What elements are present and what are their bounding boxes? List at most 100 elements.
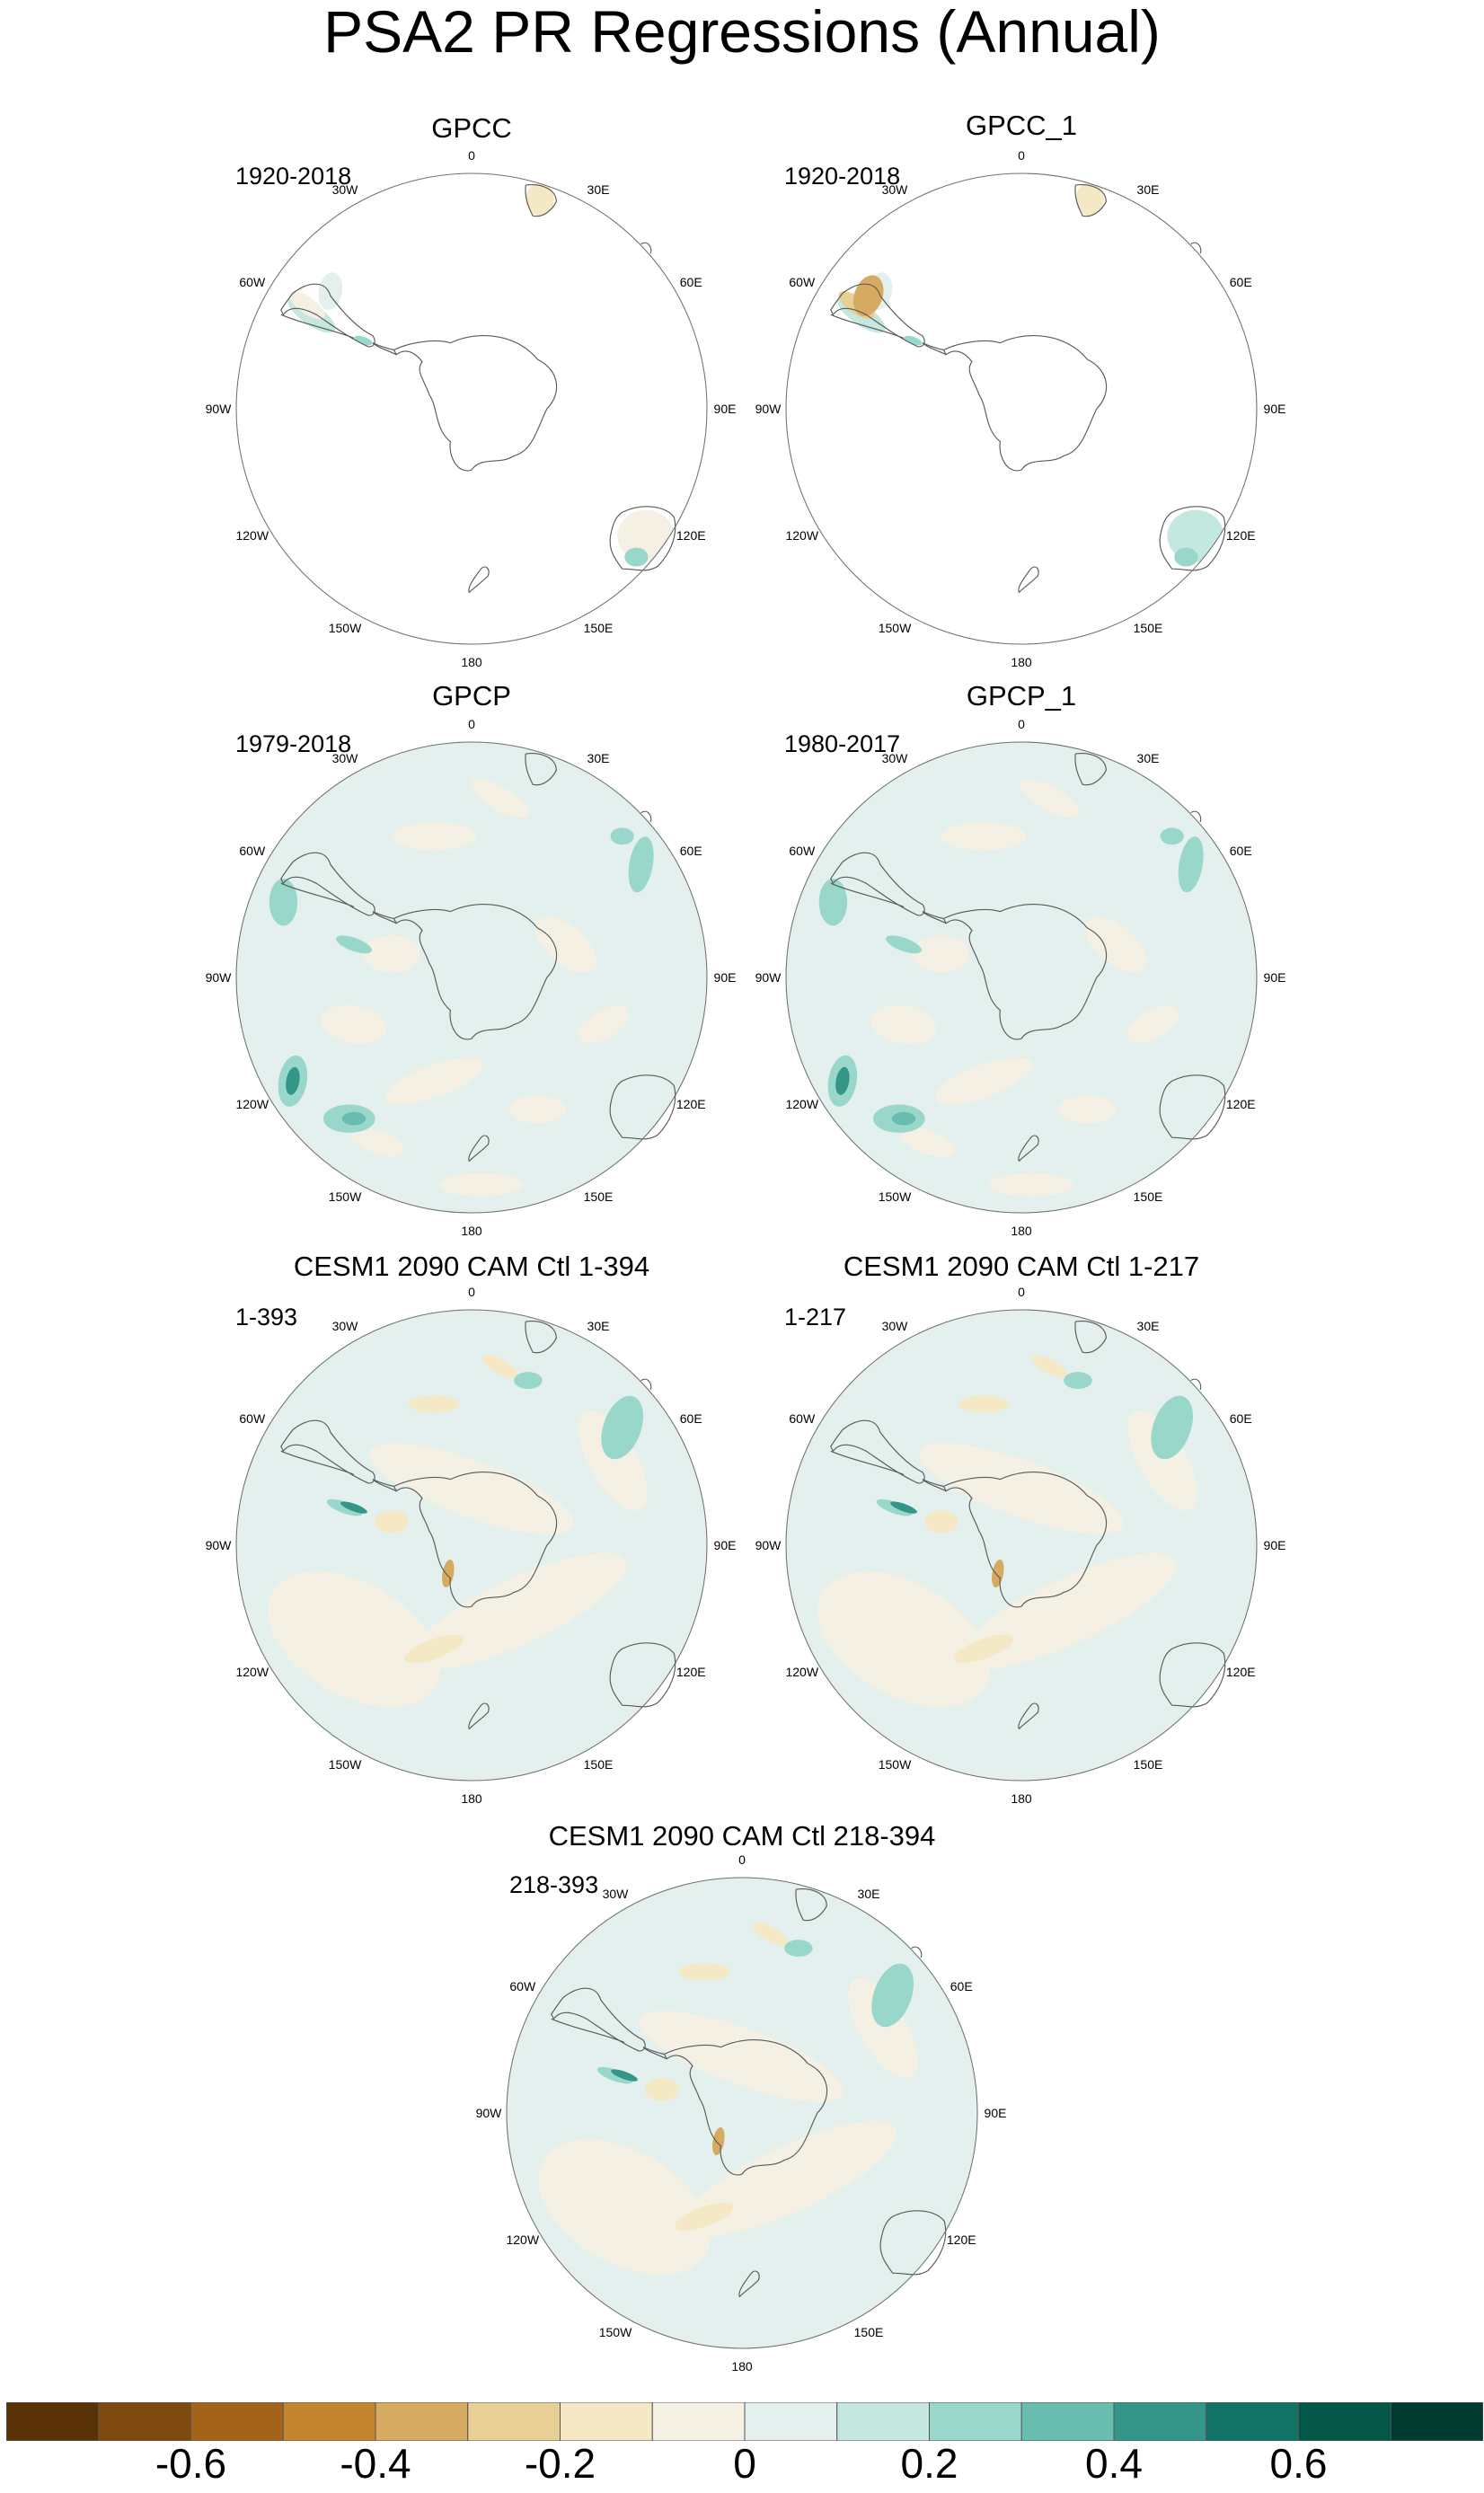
period-label: 1920-2018: [784, 163, 901, 190]
antarctica-coastline: [393, 904, 558, 1040]
colorbar-swatch: [929, 2402, 1022, 2441]
precip-anomaly: [870, 1004, 937, 1045]
panel-title: GPCP: [432, 680, 511, 712]
longitude-label: 120E: [1225, 1097, 1256, 1111]
longitude-label: 90E: [1263, 402, 1286, 416]
precip-anomaly: [681, 2120, 897, 2237]
precip-anomaly: [954, 1634, 1013, 1663]
precip-anomaly: [1178, 836, 1204, 893]
longitude-label: 0: [738, 1852, 746, 1867]
precip-anomaly: [624, 547, 649, 567]
panel-title: CESM1 2090 CAM Ctl 1-394: [293, 1251, 650, 1282]
longitude-label: 30E: [1136, 181, 1160, 197]
precip-anomaly: [886, 935, 922, 954]
precip-anomaly: [411, 1552, 627, 1669]
map-boundary: [785, 741, 1258, 1214]
longitude-label: 60W: [239, 1411, 266, 1426]
precip-anomaly: [645, 2078, 679, 2101]
samerica-coastline: [280, 283, 375, 348]
colorbar-tick-label: -0.6: [155, 2440, 227, 2487]
precip-anomaly: [817, 1571, 991, 1708]
longitude-label: 150W: [328, 1757, 362, 1773]
longitude-label: 120W: [785, 528, 819, 543]
longitude-label: 90W: [755, 402, 782, 416]
longitude-label: 120E: [676, 1097, 706, 1111]
longitude-label: 90E: [713, 1538, 737, 1552]
longitude-label: 180: [731, 2359, 753, 2374]
antarctica-coastline: [942, 904, 1108, 1040]
polar-map: [235, 1309, 708, 1781]
samerica-coastline: [280, 1419, 375, 1484]
colorbar-swatch: [560, 2402, 653, 2441]
scoast-coastline: [830, 1450, 905, 1475]
colorbar-swatch: [836, 2402, 930, 2441]
precip-anomaly: [438, 1172, 524, 1197]
precip-anomaly: [354, 335, 373, 346]
longitude-label: 60E: [1229, 1411, 1252, 1426]
polar-map: [235, 172, 708, 645]
precip-anomaly: [1064, 1372, 1092, 1390]
antarctica-coastline: [942, 1472, 1108, 1608]
precip-anomaly: [350, 1127, 405, 1157]
scoast-coastline: [830, 314, 905, 339]
longitude-label: 120W: [235, 1665, 269, 1679]
longitude-label: 90E: [713, 402, 737, 416]
precip-anomaly: [526, 182, 554, 217]
precip-anomaly: [269, 878, 298, 926]
precip-anomaly: [601, 1395, 644, 1460]
peninsula-coastline: [372, 342, 397, 356]
longitude-label: 30E: [587, 1318, 610, 1333]
precip-anomaly: [919, 1443, 1124, 1534]
colorbar-tick-label: 0.6: [1269, 2440, 1328, 2487]
africa-coastline: [525, 184, 557, 217]
period-label: 1979-2018: [235, 730, 352, 757]
longitude-label: 90E: [1263, 1538, 1286, 1552]
precip-anomaly: [941, 822, 1027, 851]
precip-anomaly: [508, 1095, 566, 1124]
precip-anomaly: [848, 1977, 918, 2079]
longitude-label: 30W: [331, 181, 358, 197]
precip-anomaly: [924, 1510, 958, 1534]
precip-anomaly: [1020, 779, 1079, 818]
precip-anomaly: [675, 2202, 734, 2231]
peninsula-coastline: [922, 1479, 947, 1492]
precip-anomaly: [596, 2066, 633, 2084]
longitude-label: 150W: [878, 1757, 912, 1773]
precip-anomaly: [992, 1559, 1004, 1587]
precip-anomaly: [1031, 1354, 1067, 1378]
longitude-label: 150E: [853, 2325, 884, 2340]
precip-anomaly: [336, 935, 372, 954]
africa-coastline: [525, 1321, 557, 1354]
precip-anomaly: [900, 1127, 955, 1157]
longitude-label: 90E: [984, 2106, 1007, 2120]
nz-coastline: [1018, 566, 1039, 594]
precip-anomaly: [286, 1066, 300, 1095]
samerica-coastline: [830, 283, 925, 348]
madag-coastline: [911, 1946, 923, 1958]
nz-coastline: [468, 1702, 490, 1730]
longitude-label: 60W: [239, 275, 266, 289]
precip-anomaly: [1083, 915, 1147, 973]
longitude-label: 120E: [1225, 1665, 1256, 1679]
longitude-label: 30W: [881, 181, 908, 197]
africa-coastline: [525, 753, 557, 786]
precip-anomaly: [871, 1963, 914, 2028]
colorbar-swatch: [467, 2402, 561, 2441]
colorbar-swatch: [1298, 2402, 1391, 2441]
map-boundary: [785, 172, 1258, 645]
precip-anomaly: [442, 1559, 455, 1587]
longitude-label: 120E: [676, 528, 706, 543]
samerica-coastline: [280, 852, 375, 916]
precip-anomaly: [960, 1552, 1177, 1669]
longitude-label: 150E: [1133, 621, 1163, 636]
nz-coastline: [468, 566, 490, 594]
precip-anomaly: [375, 1510, 409, 1534]
precip-anomaly: [835, 1066, 850, 1095]
samerica-coastline: [830, 1419, 925, 1484]
precip-anomaly: [481, 1354, 517, 1378]
panel-title: CESM1 2090 CAM Ctl 218-394: [548, 1820, 936, 1852]
colorbar-swatch: [98, 2402, 191, 2441]
longitude-label: 60E: [679, 1411, 702, 1426]
scoast-coastline: [280, 882, 355, 907]
precip-anomaly: [891, 1111, 916, 1126]
